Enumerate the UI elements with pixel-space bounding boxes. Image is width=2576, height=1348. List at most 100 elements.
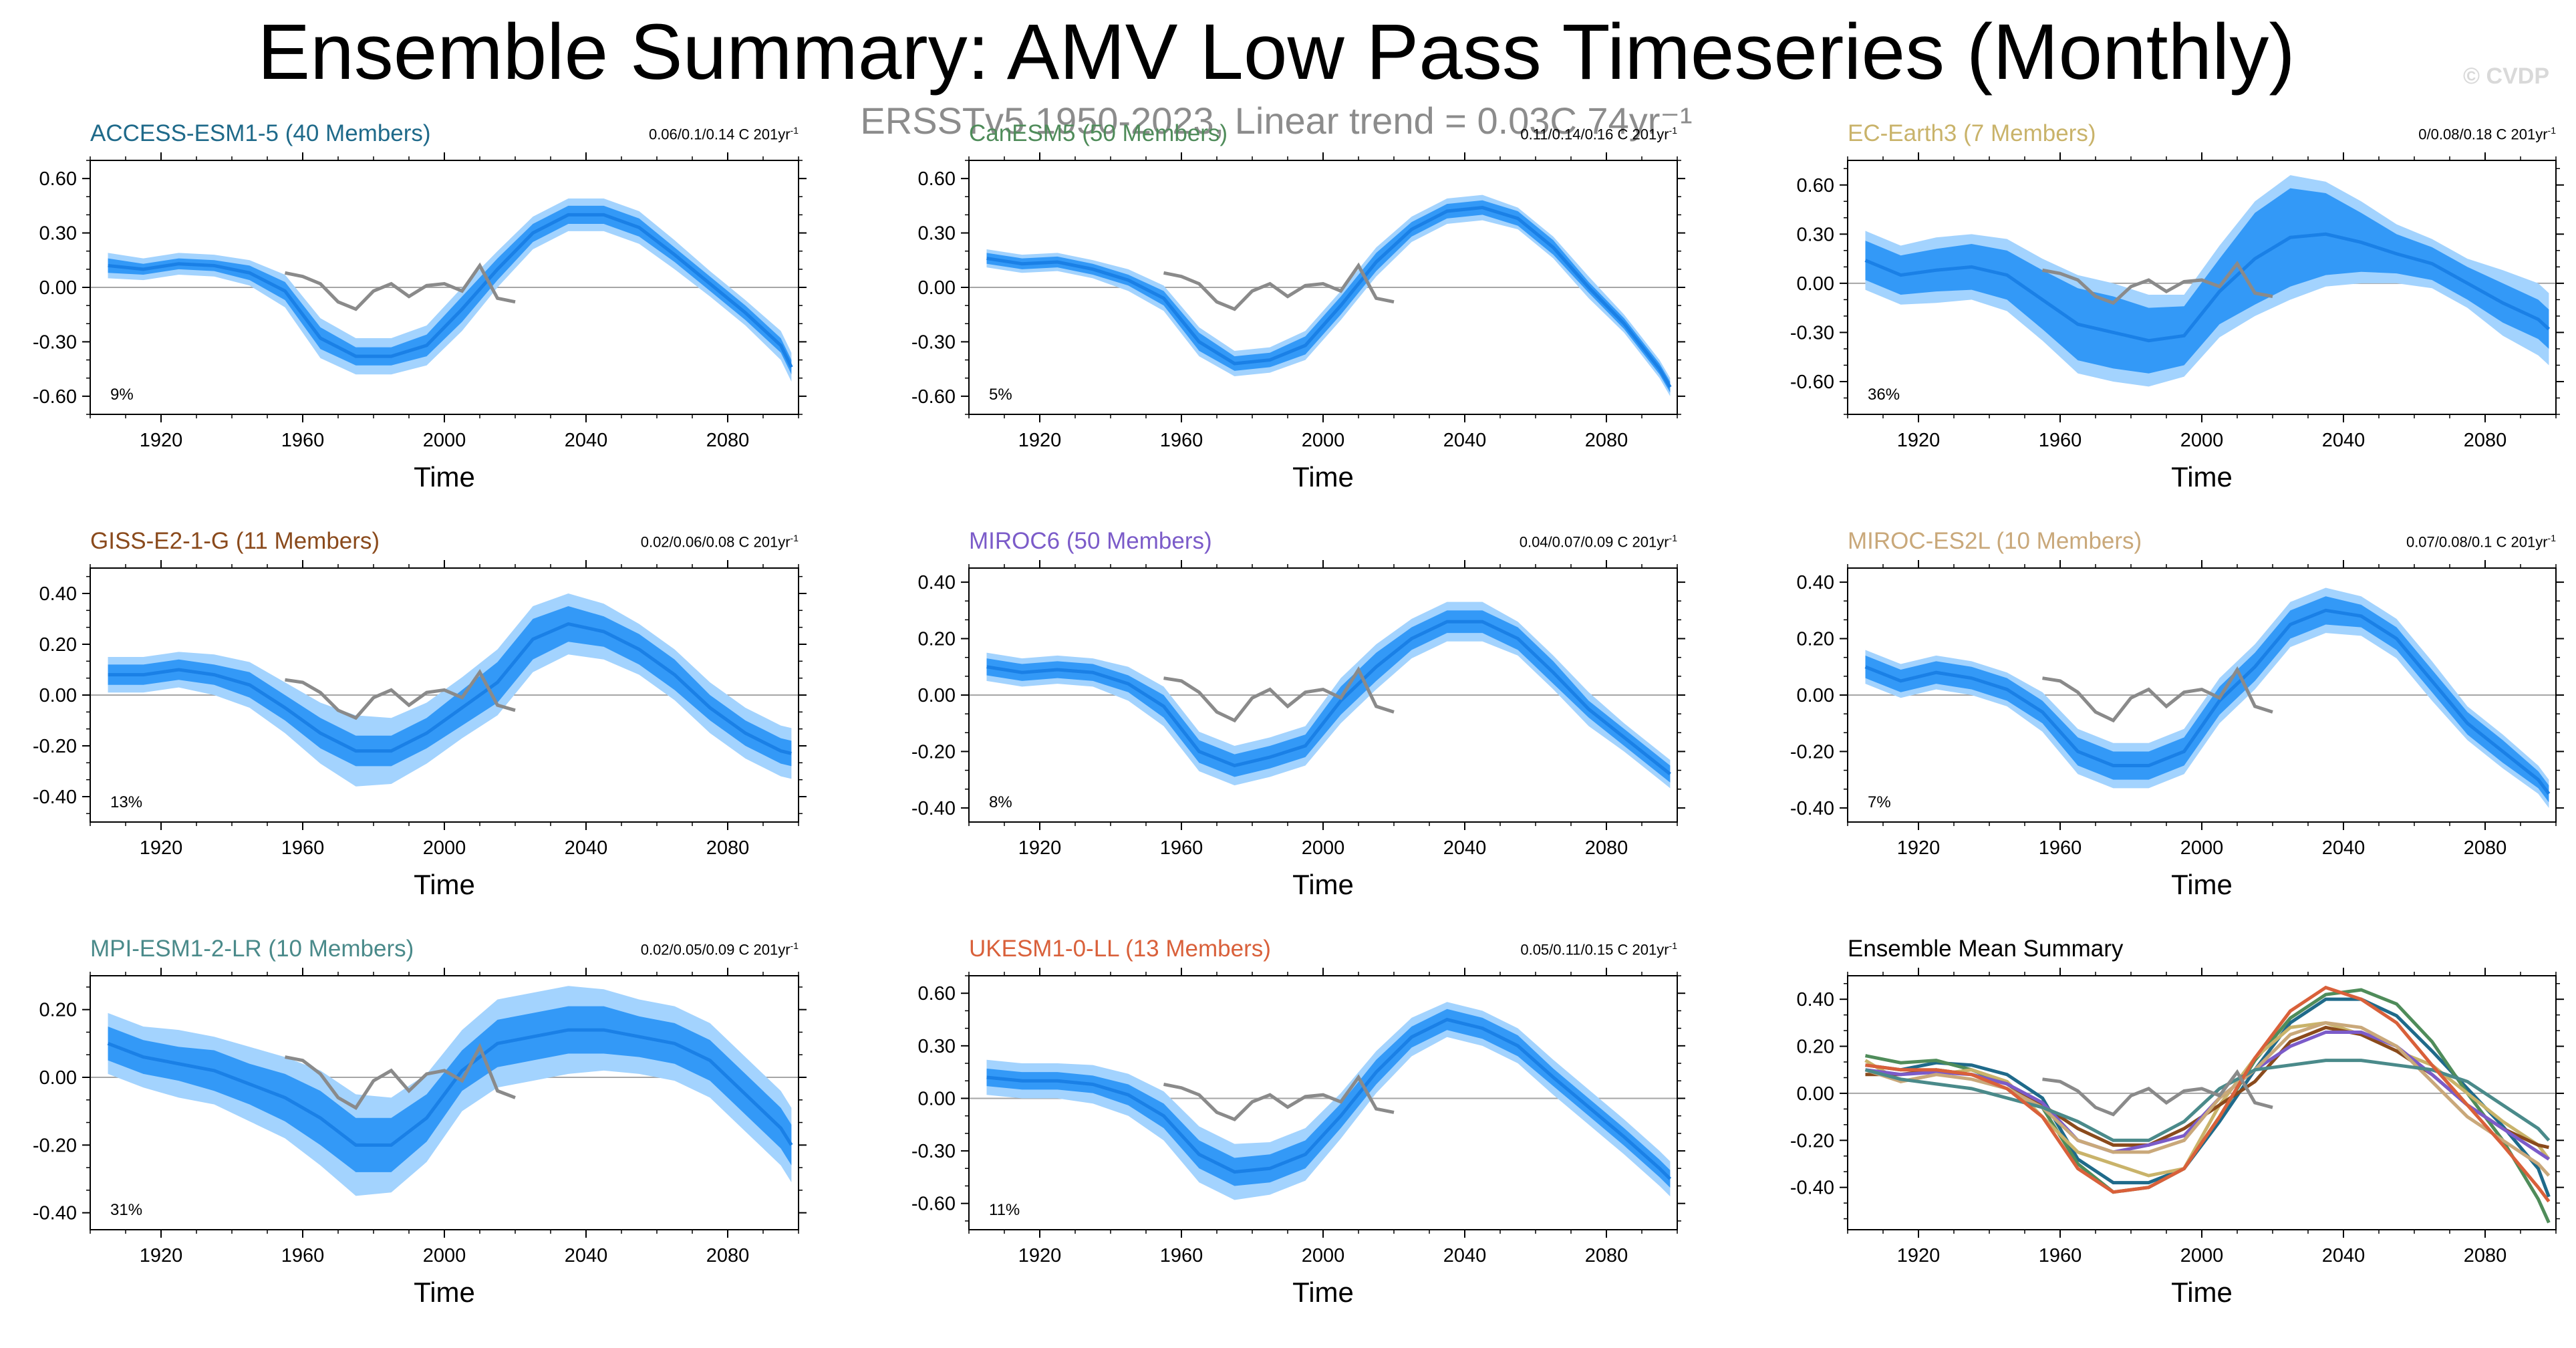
y-tick-label: 0.40	[39, 583, 77, 605]
trend-text: 0.02/0.06/0.08 C 201yr	[640, 533, 791, 551]
percent-label: 9%	[110, 386, 134, 404]
x-tick-label: 2040	[565, 1245, 608, 1266]
percent-label: 7%	[1868, 793, 1891, 811]
y-tick-label: -0.30	[911, 331, 956, 353]
x-tick-label: 2040	[1443, 837, 1487, 859]
figure-subtitle: ERSSTv5 1950-2023, Linear trend = 0.03C …	[860, 100, 1693, 142]
x-axis-label: Time	[1292, 869, 1354, 900]
x-tick-label: 1960	[281, 1245, 325, 1266]
panel-trend: 0.05/0.11/0.15 C 201yr-1	[1280, 940, 1677, 958]
y-tick-label: 0.00	[39, 277, 77, 299]
observed-line	[285, 669, 516, 720]
x-tick-label: 1920	[140, 430, 183, 451]
trend-text: 0.11/0.14/0.16 C 201yr	[1520, 126, 1669, 143]
y-tick-label: 0.20	[39, 1000, 77, 1021]
trend-unit-exponent: -1	[790, 125, 799, 136]
x-tick-label: 2040	[1443, 1245, 1487, 1266]
trend-text: 0.06/0.1/0.14 C 201yr	[648, 126, 791, 143]
percent-label: 36%	[1868, 386, 1900, 404]
y-tick-label: 0.30	[1797, 224, 1834, 245]
observed-line	[2042, 666, 2273, 723]
x-tick-label: 2000	[1302, 837, 1345, 859]
x-tick-label: 2080	[2464, 837, 2507, 859]
panel-title: MIROC-ES2L (10 Members)	[1848, 528, 2142, 554]
y-tick-label: 0.60	[1797, 175, 1834, 196]
panel-trend: 0.11/0.14/0.16 C 201yr-1	[1280, 125, 1677, 143]
trend-text: 0.07/0.08/0.1 C 201yr	[2406, 533, 2548, 551]
percent-label: 5%	[989, 386, 1012, 404]
x-tick-label: 2080	[1585, 430, 1628, 451]
panel-7: MPI-ESM1-2-LR (10 Members) 0.02/0.05/0.09…	[0, 932, 815, 1340]
x-tick-label: 2000	[2180, 1245, 2224, 1266]
inner-spread-band	[986, 200, 1671, 393]
panel-8: UKESM1-0-LL (13 Members) 0.05/0.11/0.15 C…	[879, 932, 1694, 1340]
plot-area	[1848, 985, 2556, 1224]
y-tick-label: 0.00	[918, 685, 956, 706]
trend-text: 0.05/0.11/0.15 C 201yr	[1520, 941, 1669, 958]
panel-9: Ensemble Mean Summary -0.40 -0.20 0.00 0.20 0…	[1757, 932, 2573, 1340]
x-tick-label: 2080	[706, 430, 750, 451]
observed-line	[284, 262, 516, 311]
x-tick-label: 2000	[423, 430, 466, 451]
panel-trend: 0.04/0.07/0.09 C 201yr-1	[1280, 533, 1677, 551]
y-tick-label: -0.40	[33, 1203, 77, 1224]
x-tick-label: 2080	[706, 837, 750, 859]
y-tick-label: 0.00	[1797, 1083, 1834, 1105]
plot-area	[1848, 587, 2556, 808]
panel-chart: -0.40 -0.20 0.00 0.20 1920 1960 2000 2040 2080 Ti…	[33, 968, 807, 1308]
inner-spread-band	[108, 205, 792, 375]
x-tick-label: 1920	[140, 1245, 183, 1266]
trend-text: 0/0.08/0.18 C 201yr	[2418, 126, 2548, 143]
x-tick-label: 2080	[2464, 1245, 2507, 1266]
panel-4: GISS-E2-1-G (11 Members) 0.02/0.06/0.08 C…	[0, 525, 815, 932]
panel-chart: -0.40 -0.20 0.00 0.20 0.40 1920 1960 2000 2040 20…	[33, 560, 807, 900]
outer-spread-band	[108, 198, 792, 382]
x-tick-label: 1920	[1897, 430, 1941, 451]
y-tick-label: -0.60	[911, 386, 956, 408]
panel-chart: -0.60 -0.30 0.00 0.30 0.60 1920 1960 2000 2040 20…	[33, 152, 807, 493]
x-tick-label: 2000	[1302, 1245, 1345, 1266]
x-tick-label: 2000	[1302, 430, 1345, 451]
percent-label: 8%	[989, 793, 1012, 811]
observed-line	[1163, 666, 1395, 723]
ensemble-mean-line	[1864, 232, 2551, 343]
x-tick-label: 1960	[2039, 430, 2082, 451]
trend-unit-exponent: -1	[1669, 125, 1677, 136]
y-tick-label: -0.20	[1790, 1130, 1834, 1152]
y-tick-label: -0.40	[1790, 798, 1834, 819]
y-tick-label: 0.00	[39, 685, 77, 706]
panel-5: MIROC6 (50 Members) 0.04/0.07/0.09 C 201y…	[879, 525, 1694, 932]
percent-label: 31%	[110, 1201, 142, 1219]
panel-chart: -0.60 -0.30 0.00 0.30 0.60 1920 1960 2000 2040 20…	[1790, 152, 2564, 493]
y-tick-label: 0.00	[918, 1088, 956, 1109]
observed-line	[2042, 261, 2273, 305]
x-tick-label: 2000	[423, 1245, 466, 1266]
y-tick-label: 0.00	[39, 1067, 77, 1089]
x-axis-label: Time	[414, 869, 475, 900]
panel-trend: 0.02/0.05/0.09 C 201yr-1	[401, 940, 799, 958]
x-tick-label: 1960	[1160, 837, 1203, 859]
x-tick-label: 2080	[1585, 837, 1628, 859]
panel-2: CanESM5 (50 Members) 0.11/0.14/0.16 C 201…	[879, 117, 1694, 525]
plot-area	[969, 1002, 1677, 1200]
y-tick-label: -0.40	[33, 787, 77, 808]
x-tick-label: 2040	[1443, 430, 1487, 451]
y-tick-label: 0.00	[1797, 685, 1834, 706]
series-line-canesm5	[1865, 988, 2551, 1224]
y-tick-label: -0.40	[911, 798, 956, 819]
x-tick-label: 1960	[1160, 1245, 1203, 1266]
x-axis-label: Time	[414, 1276, 475, 1308]
y-tick-label: -0.60	[33, 386, 77, 408]
y-tick-label: -0.30	[1790, 322, 1834, 344]
x-tick-label: 1920	[1897, 837, 1941, 859]
y-tick-label: 0.40	[918, 572, 956, 593]
plot-area	[90, 593, 799, 787]
cvdp-credit: © CVDP	[2463, 63, 2549, 89]
x-axis-label: Time	[2171, 869, 2233, 900]
plot-area	[90, 986, 799, 1196]
x-tick-label: 2040	[565, 837, 608, 859]
plot-frame	[1847, 975, 2557, 1230]
y-tick-label: -0.40	[1790, 1178, 1834, 1199]
x-tick-label: 1960	[281, 837, 325, 859]
panel-title: CanESM5 (50 Members)	[969, 120, 1228, 146]
